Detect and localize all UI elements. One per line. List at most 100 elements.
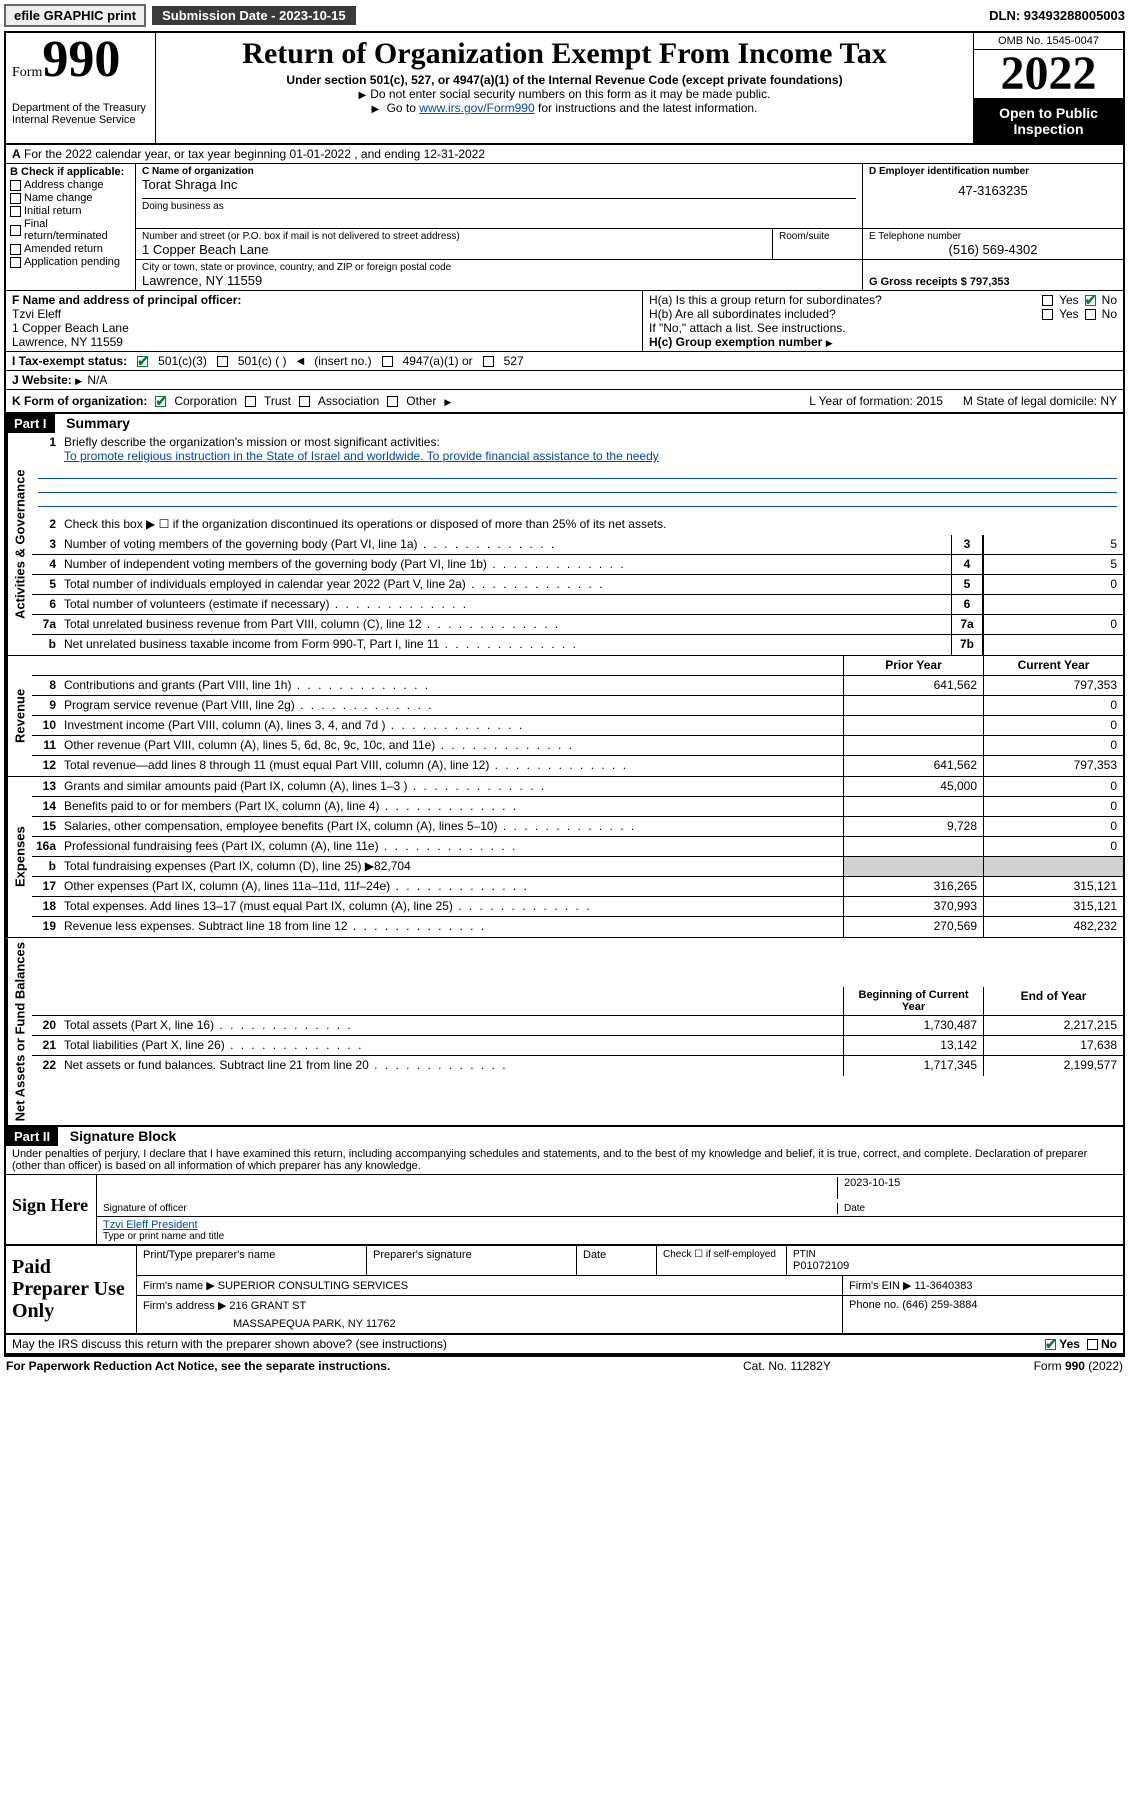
chk-hb-no[interactable] xyxy=(1085,309,1096,320)
firm-phone: Phone no. (646) 259-3884 xyxy=(843,1296,1123,1333)
summary-line: 16aProfessional fundraising fees (Part I… xyxy=(32,837,1123,857)
summary-line: bNet unrelated business taxable income f… xyxy=(32,635,1123,655)
chk-4947[interactable] xyxy=(382,356,393,367)
vlabel-expenses: Expenses xyxy=(6,777,32,937)
col-b-checkboxes: B Check if applicable: Address change Na… xyxy=(6,164,136,290)
chk-app-pending[interactable] xyxy=(10,257,21,268)
row-k-l-m: K Form of organization: Corporation Trus… xyxy=(6,390,1123,414)
chk-final-return[interactable] xyxy=(10,225,21,236)
addr-label: Number and street (or P.O. box if mail i… xyxy=(142,231,766,242)
preparer-sig-label: Preparer's signature xyxy=(367,1246,577,1275)
state-domicile: M State of legal domicile: NY xyxy=(963,394,1117,408)
current-year-hdr: Current Year xyxy=(983,656,1123,675)
summary-line: 12Total revenue—add lines 8 through 11 (… xyxy=(32,756,1123,776)
summary-line: 3Number of voting members of the governi… xyxy=(32,535,1123,555)
summary-line: 13Grants and similar amounts paid (Part … xyxy=(32,777,1123,797)
chk-assoc[interactable] xyxy=(299,396,310,407)
row-a-tax-year: A For the 2022 calendar year, or tax yea… xyxy=(6,145,1123,164)
subtitle-2: Do not enter social security numbers on … xyxy=(162,87,967,101)
page-footer: For Paperwork Reduction Act Notice, see … xyxy=(0,1357,1129,1375)
vlabel-governance: Activities & Governance xyxy=(6,433,32,655)
summary-line: 22Net assets or fund balances. Subtract … xyxy=(32,1056,1123,1076)
chk-corp[interactable] xyxy=(155,396,166,407)
paid-preparer-block: Paid Preparer Use Only Print/Type prepar… xyxy=(6,1246,1123,1335)
submission-date-button[interactable]: Submission Date - 2023-10-15 xyxy=(152,6,356,25)
street-address: 1 Copper Beach Lane xyxy=(142,242,766,257)
part-1-header: Part I Summary xyxy=(6,414,1123,433)
irs-label: Internal Revenue Service xyxy=(12,114,149,126)
subtitle-3: Go to www.irs.gov/Form990 for instructio… xyxy=(162,101,967,115)
chk-ha-no[interactable] xyxy=(1085,295,1096,306)
chk-ha-yes[interactable] xyxy=(1042,295,1053,306)
block-f-h: F Name and address of principal officer:… xyxy=(6,291,1123,352)
hc-label: H(c) Group exemption number xyxy=(649,335,822,349)
chk-amended[interactable] xyxy=(10,244,21,255)
phone-value: (516) 569-4302 xyxy=(869,242,1117,257)
summary-line: 21Total liabilities (Part X, line 26)13,… xyxy=(32,1036,1123,1056)
chk-trust[interactable] xyxy=(245,396,256,407)
vlabel-revenue: Revenue xyxy=(6,656,32,776)
summary-line: 10Investment income (Part VIII, column (… xyxy=(32,716,1123,736)
penalty-statement: Under penalties of perjury, I declare th… xyxy=(6,1146,1123,1175)
line-2-text: Check this box ▶ ☐ if the organization d… xyxy=(60,515,1123,535)
form-title: Return of Organization Exempt From Incom… xyxy=(162,37,967,71)
city-label: City or town, state or province, country… xyxy=(142,262,856,273)
part-1-governance: Activities & Governance 1 Briefly descri… xyxy=(6,433,1123,656)
summary-line: 11Other revenue (Part VIII, column (A), … xyxy=(32,736,1123,756)
officer-name: Tzvi Eleff xyxy=(12,307,636,321)
ha-label: H(a) Is this a group return for subordin… xyxy=(649,293,1036,307)
e-label: E Telephone number xyxy=(869,231,1117,242)
form-header: Form990 Department of the Treasury Inter… xyxy=(6,33,1123,145)
summary-line: 5Total number of individuals employed in… xyxy=(32,575,1123,595)
summary-line: 17Other expenses (Part IX, column (A), l… xyxy=(32,877,1123,897)
chk-501c[interactable] xyxy=(217,356,228,367)
officer-signed-name: Tzvi Eleff President xyxy=(103,1219,1117,1231)
officer-addr2: Lawrence, NY 11559 xyxy=(12,335,636,349)
summary-line: 9Program service revenue (Part VIII, lin… xyxy=(32,696,1123,716)
cat-number: Cat. No. 11282Y xyxy=(743,1359,943,1373)
chk-501c3[interactable] xyxy=(137,356,148,367)
ein-value: 47-3163235 xyxy=(869,183,1117,198)
ptin-value: P01072109 xyxy=(793,1260,1117,1272)
pra-notice: For Paperwork Reduction Act Notice, see … xyxy=(6,1359,743,1373)
sig-date-value: 2023-10-15 xyxy=(837,1177,1117,1199)
chk-name-change[interactable] xyxy=(10,193,21,204)
block-b-to-g: B Check if applicable: Address change Na… xyxy=(6,164,1123,291)
dba-label: Doing business as xyxy=(142,201,856,212)
year-formation: L Year of formation: 2015 xyxy=(809,394,943,408)
officer-addr1: 1 Copper Beach Lane xyxy=(12,321,636,335)
chk-hb-yes[interactable] xyxy=(1042,309,1053,320)
gross-receipts: G Gross receipts $ 797,353 xyxy=(869,276,1010,288)
chk-initial-return[interactable] xyxy=(10,206,21,217)
mission-text: To promote religious instruction in the … xyxy=(64,449,659,463)
part-1-balances: Net Assets or Fund Balances Beginning of… xyxy=(6,938,1123,1127)
firm-address: 216 GRANT ST xyxy=(229,1300,306,1312)
firm-city: MASSAPEQUA PARK, NY 11762 xyxy=(233,1318,836,1330)
begin-year-hdr: Beginning of Current Year xyxy=(843,987,983,1015)
summary-line: 6Total number of volunteers (estimate if… xyxy=(32,595,1123,615)
summary-line: 15Salaries, other compensation, employee… xyxy=(32,817,1123,837)
part-1-expenses: Expenses 13Grants and similar amounts pa… xyxy=(6,777,1123,938)
irs-gov-link[interactable]: www.irs.gov/Form990 xyxy=(419,101,534,115)
d-label: D Employer identification number xyxy=(869,166,1117,177)
chk-527[interactable] xyxy=(483,356,494,367)
summary-line: 8Contributions and grants (Part VIII, li… xyxy=(32,676,1123,696)
preparer-name-label: Print/Type preparer's name xyxy=(137,1246,367,1275)
chk-address-change[interactable] xyxy=(10,180,21,191)
chk-other[interactable] xyxy=(387,396,398,407)
subtitle-1: Under section 501(c), 527, or 4947(a)(1)… xyxy=(162,73,967,87)
summary-line: 18Total expenses. Add lines 13–17 (must … xyxy=(32,897,1123,917)
summary-line: bTotal fundraising expenses (Part IX, co… xyxy=(32,857,1123,877)
row-i: I Tax-exempt status: 501(c)(3) 501(c) ( … xyxy=(6,352,1123,371)
row-j: J Website: N/A xyxy=(6,371,1123,390)
preparer-date-label: Date xyxy=(577,1246,657,1275)
top-bar: efile GRAPHIC print Submission Date - 20… xyxy=(0,0,1129,31)
city-value: Lawrence, NY 11559 xyxy=(142,273,856,288)
self-employed-check: Check ☐ if self-employed xyxy=(657,1246,787,1275)
firm-name: SUPERIOR CONSULTING SERVICES xyxy=(218,1280,408,1292)
efile-button[interactable]: efile GRAPHIC print xyxy=(4,4,146,27)
chk-discuss-no[interactable] xyxy=(1087,1339,1098,1350)
chk-discuss-yes[interactable] xyxy=(1045,1339,1056,1350)
hb-note: If "No," attach a list. See instructions… xyxy=(649,321,1117,335)
sig-date-label: Date xyxy=(837,1203,1117,1214)
